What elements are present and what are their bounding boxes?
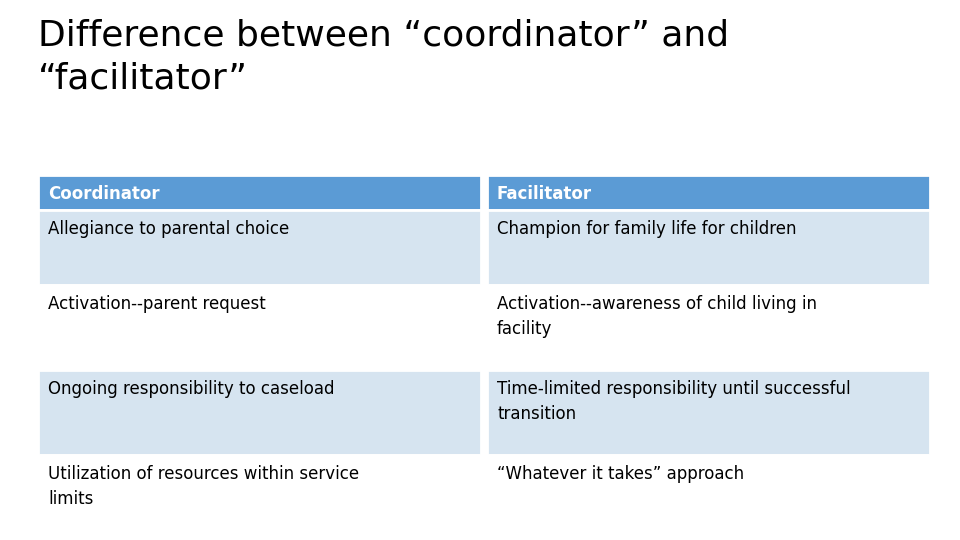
Bar <box>38 210 481 285</box>
Text: Allegiance to parental choice: Allegiance to parental choice <box>48 220 289 238</box>
Bar <box>38 285 481 370</box>
Bar <box>38 370 481 455</box>
Bar <box>487 370 930 455</box>
Bar <box>487 210 930 285</box>
Text: Activation--parent request: Activation--parent request <box>48 295 266 313</box>
Text: Coordinator: Coordinator <box>48 185 159 203</box>
Bar <box>38 455 481 500</box>
Text: Time-limited responsibility until successful
transition: Time-limited responsibility until succes… <box>497 380 851 423</box>
Text: Champion for family life for children: Champion for family life for children <box>497 220 797 238</box>
Bar <box>487 285 930 370</box>
Text: Ongoing responsibility to caseload: Ongoing responsibility to caseload <box>48 380 334 398</box>
Text: “Whatever it takes” approach: “Whatever it takes” approach <box>497 465 744 483</box>
Bar <box>487 455 930 500</box>
Bar <box>38 175 481 210</box>
Bar <box>487 175 930 210</box>
Text: Difference between “coordinator” and
“facilitator”: Difference between “coordinator” and “fa… <box>38 18 730 96</box>
Text: Utilization of resources within service
limits: Utilization of resources within service … <box>48 465 359 508</box>
Text: Facilitator: Facilitator <box>497 185 592 203</box>
Text: Activation--awareness of child living in
facility: Activation--awareness of child living in… <box>497 295 817 338</box>
